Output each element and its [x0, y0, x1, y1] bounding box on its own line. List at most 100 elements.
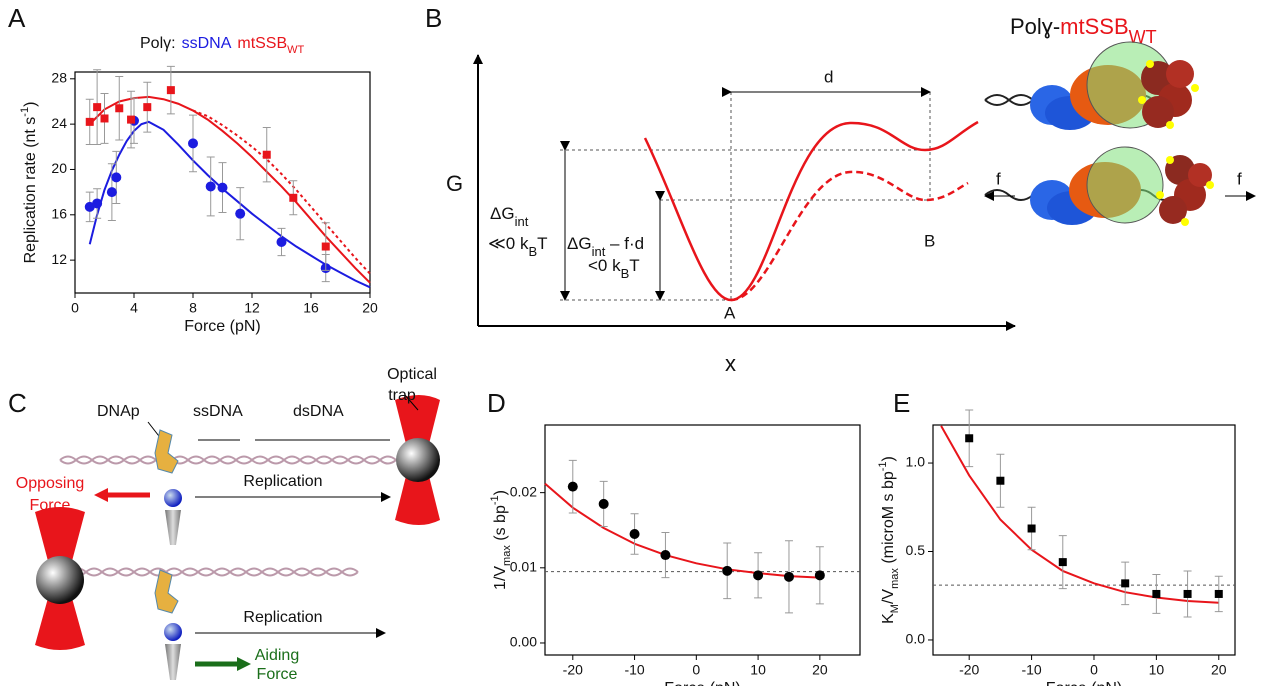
x-tick-label: -20	[959, 662, 979, 678]
legend-entry: mtSSB	[237, 35, 287, 52]
y-axis-label-part: K	[880, 613, 897, 624]
state-label: B	[924, 231, 935, 250]
y-tick-label: 0.0	[906, 631, 926, 647]
y-axis-label-part: max	[889, 568, 901, 589]
pointer	[404, 394, 419, 411]
x-tick-label: -10	[1021, 662, 1041, 678]
distance-label: d	[824, 67, 833, 86]
point	[106, 187, 117, 198]
point	[143, 103, 152, 112]
point	[996, 476, 1005, 485]
x-tick-label: 10	[1149, 662, 1165, 678]
y-axis-label-part: max	[501, 545, 513, 566]
label: dsDNA	[293, 403, 344, 420]
panel-label: C	[8, 388, 27, 418]
pipette	[165, 644, 181, 680]
dna	[37, 567, 359, 577]
y-axis-label-part: (s bp	[492, 505, 509, 545]
energy-label: <0 kBT	[588, 256, 640, 280]
bead	[164, 623, 182, 641]
point	[100, 114, 109, 123]
text: B	[621, 266, 630, 281]
y-axis-label-part: )	[22, 102, 39, 107]
x-tick-label: 10	[750, 662, 766, 678]
point	[753, 570, 764, 581]
error-cap	[166, 65, 175, 115]
label: DNAp	[97, 403, 140, 420]
bead	[36, 556, 84, 604]
x-tick-label: -20	[563, 662, 583, 678]
error-cap	[85, 191, 94, 223]
label: Force	[30, 497, 71, 514]
x-tick-label: 20	[1211, 662, 1227, 678]
x-tick-label: 0	[692, 662, 700, 678]
fit-line	[192, 109, 371, 275]
error-cap	[189, 114, 197, 173]
guide-lines	[560, 92, 931, 301]
y-axis-label: 1/Vmax (s bp-1)	[489, 490, 513, 590]
point	[722, 565, 733, 576]
error-cap	[1058, 535, 1067, 590]
y-tick-label: 28	[51, 70, 67, 86]
error-cap	[262, 127, 271, 183]
point	[205, 181, 216, 192]
y-axis-label-part: )	[880, 456, 897, 461]
point	[1183, 589, 1192, 598]
energy-diagram: G x d ΔGint ≪0 kBT ΔGint – f·d <0 kBT A …	[446, 14, 1256, 376]
y-tick-label: 24	[51, 115, 67, 131]
x-tick-label: 0	[71, 300, 79, 316]
axis-label: G	[446, 171, 463, 196]
text: – f·d	[605, 234, 644, 253]
y-axis-label-part: M	[889, 604, 901, 613]
y-tick-label: 0.5	[906, 542, 926, 558]
plot-frame	[932, 424, 1236, 656]
polymerase	[154, 429, 179, 474]
legend-title: Polγ:	[140, 35, 176, 52]
error-cap	[599, 480, 608, 527]
text: ΔG	[567, 234, 592, 253]
error-cap	[115, 76, 124, 141]
error-cap	[107, 163, 116, 221]
y-tick-label: 16	[51, 206, 67, 222]
x-tick-label: 0	[1090, 662, 1098, 678]
force-label: f	[996, 169, 1001, 188]
energy-label: ≪0 kBT	[488, 234, 548, 258]
error-cap	[127, 90, 136, 149]
bead	[396, 438, 440, 482]
energy-label: ΔGint	[490, 204, 529, 228]
error-cap	[277, 227, 286, 257]
label: ssDNA	[193, 403, 243, 420]
point	[276, 237, 287, 247]
legend: Polγ: ssDNA mtSSBWT	[140, 35, 305, 56]
point	[1121, 579, 1130, 588]
error-cap	[754, 552, 763, 599]
complex-cartoon	[984, 41, 1199, 130]
point	[111, 172, 122, 183]
axis-label: x	[725, 351, 736, 376]
error-cap	[815, 546, 824, 605]
error-cap	[965, 409, 974, 468]
label: Aiding	[255, 647, 299, 664]
label: Replication	[243, 609, 322, 626]
x-tick-label: 4	[130, 300, 138, 316]
x-axis-label: Force (pN)	[184, 318, 260, 335]
y-axis-label: KM/Vmax (microM s bp-1)	[877, 456, 901, 624]
fit-line	[544, 482, 820, 579]
point	[598, 498, 609, 509]
plot-frame	[74, 71, 371, 294]
y-axis-label: Replication rate (nt s-1)	[19, 102, 39, 264]
y-axis-label-part: Replication rate (nt s	[22, 117, 39, 264]
error-cap	[630, 513, 639, 555]
text: int	[592, 244, 606, 259]
complex-cartoon	[984, 146, 1214, 226]
point	[115, 104, 124, 113]
text: <0 k	[588, 256, 621, 275]
error-cap	[100, 93, 109, 144]
x-tick-label: 8	[189, 300, 197, 316]
energy-curve	[643, 120, 979, 302]
x-tick-label: 20	[362, 300, 378, 316]
error-cap	[93, 69, 102, 146]
label: Opposing	[16, 475, 85, 492]
error-cap	[321, 222, 330, 271]
